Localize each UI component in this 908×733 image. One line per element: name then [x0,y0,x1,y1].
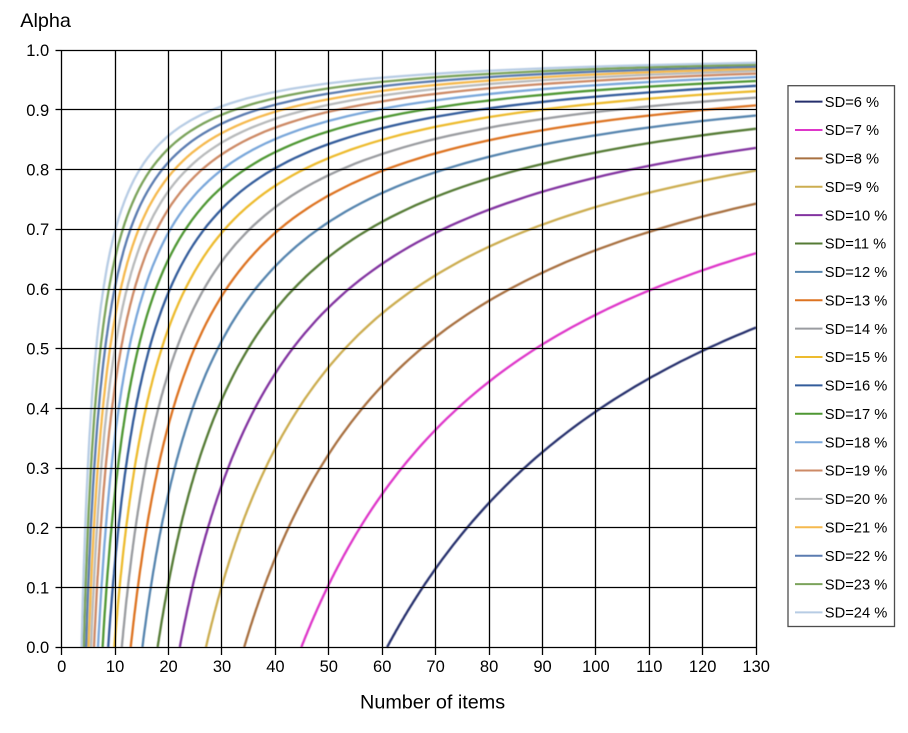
svg-text:130: 130 [742,658,770,676]
svg-text:SD=22 %: SD=22 % [825,549,887,565]
svg-text:Number of items: Number of items [360,692,505,714]
svg-text:SD=18 %: SD=18 % [825,435,887,451]
svg-text:SD=9 %: SD=9 % [825,180,879,196]
svg-text:0.0: 0.0 [26,639,49,657]
svg-text:0.2: 0.2 [26,520,49,538]
svg-text:SD=11 %: SD=11 % [825,237,886,253]
svg-text:120: 120 [689,658,717,676]
svg-text:SD=7 %: SD=7 % [825,123,879,139]
svg-text:SD=20 %: SD=20 % [825,492,887,508]
svg-text:10: 10 [106,658,124,676]
svg-text:80: 80 [480,658,498,676]
svg-text:SD=21 %: SD=21 % [825,521,887,537]
svg-text:0.1: 0.1 [26,580,49,598]
svg-text:40: 40 [266,658,284,676]
svg-text:SD=14 %: SD=14 % [825,322,887,338]
svg-text:70: 70 [426,658,444,676]
svg-text:SD=16 %: SD=16 % [825,379,887,395]
svg-text:SD=15 %: SD=15 % [825,350,887,366]
svg-text:0.5: 0.5 [26,341,49,359]
svg-text:SD=10 %: SD=10 % [825,208,887,224]
svg-text:50: 50 [320,658,338,676]
svg-text:90: 90 [533,658,551,676]
svg-text:1.0: 1.0 [26,42,49,60]
svg-text:110: 110 [636,658,662,676]
svg-text:SD=8 %: SD=8 % [825,152,879,168]
svg-text:0.3: 0.3 [26,460,49,478]
svg-text:100: 100 [582,658,610,676]
svg-text:SD=23 %: SD=23 % [825,577,887,593]
svg-text:0: 0 [57,658,66,676]
svg-text:SD=24 %: SD=24 % [825,606,887,622]
svg-text:60: 60 [373,658,391,676]
svg-text:Alpha: Alpha [20,10,71,32]
svg-text:SD=13 %: SD=13 % [825,294,887,310]
svg-text:30: 30 [213,658,231,676]
svg-text:SD=12 %: SD=12 % [825,265,887,281]
svg-text:SD=17 %: SD=17 % [825,407,887,423]
svg-text:SD=6 %: SD=6 % [825,95,879,111]
svg-text:0.8: 0.8 [26,162,49,180]
svg-text:0.4: 0.4 [26,400,49,418]
svg-text:0.7: 0.7 [26,221,49,239]
svg-text:SD=19 %: SD=19 % [825,464,887,480]
svg-text:20: 20 [159,658,177,676]
svg-text:0.9: 0.9 [26,102,49,120]
svg-text:0.6: 0.6 [26,281,49,299]
